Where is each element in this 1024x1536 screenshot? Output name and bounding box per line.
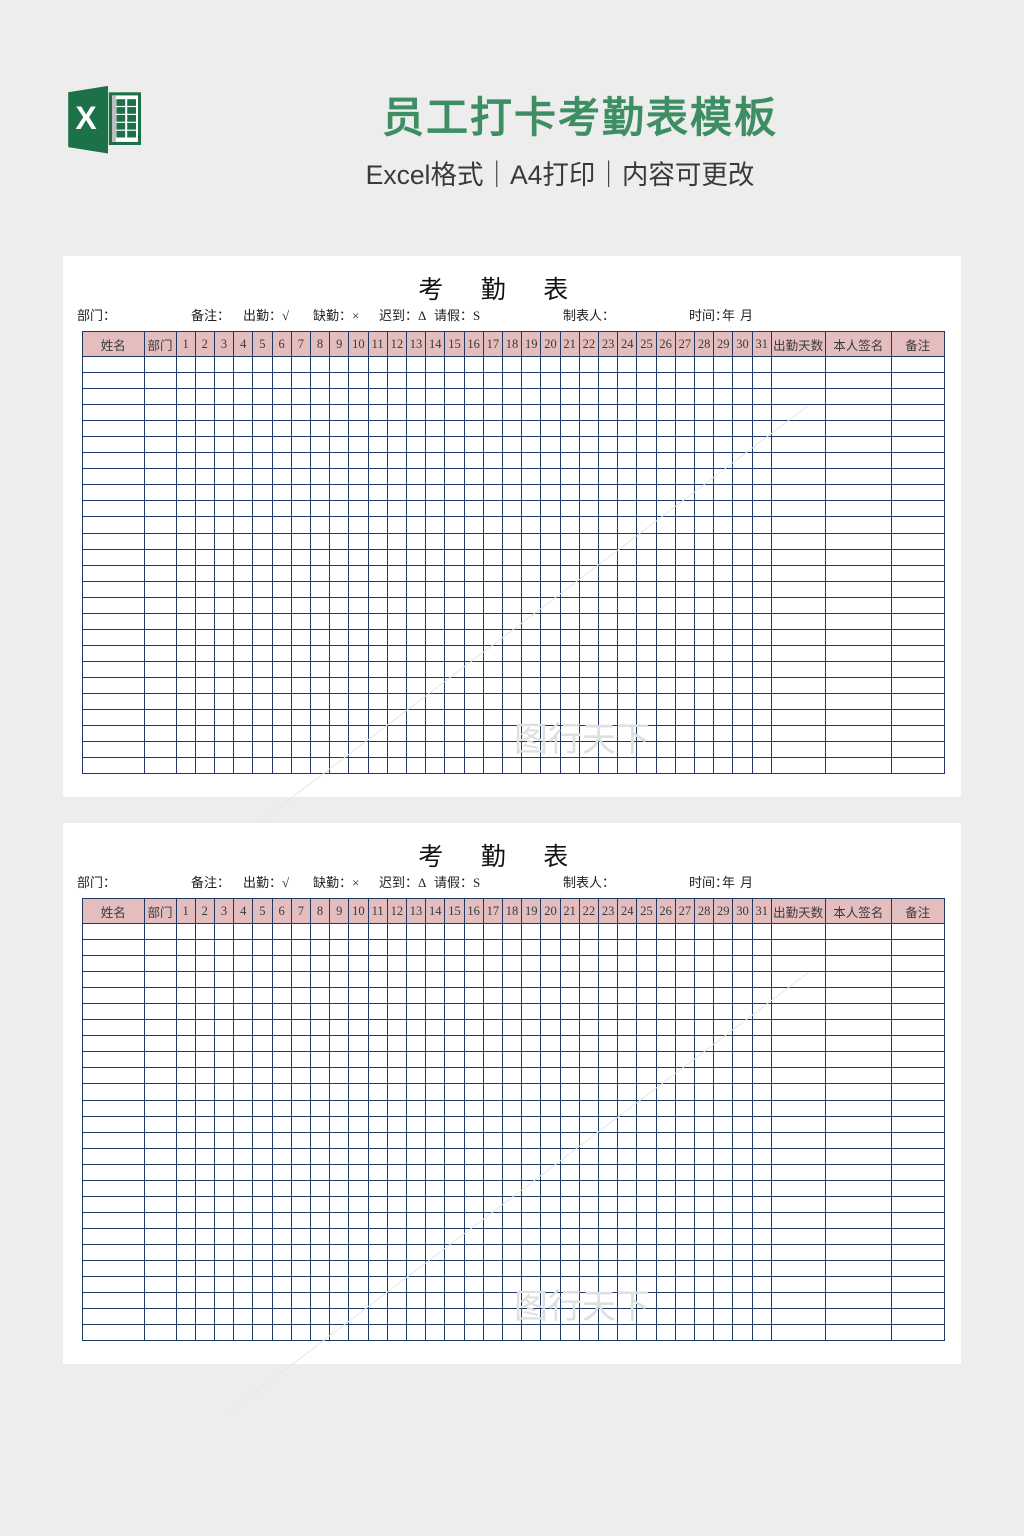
- svg-text:X: X: [75, 100, 97, 136]
